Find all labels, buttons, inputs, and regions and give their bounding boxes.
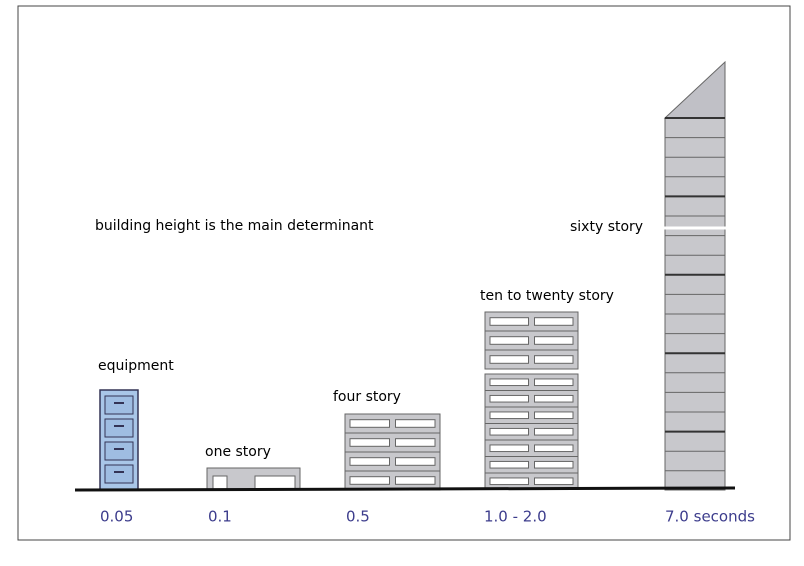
window: [534, 317, 574, 326]
window: [534, 444, 574, 453]
window: [534, 336, 574, 345]
window: [489, 411, 529, 420]
window: [349, 419, 390, 428]
window: [534, 477, 574, 486]
window: [489, 317, 529, 326]
roof: [663, 60, 726, 119]
window: [349, 476, 390, 485]
window: [489, 460, 529, 469]
window: [489, 394, 529, 403]
window: [489, 355, 529, 364]
window: [489, 336, 529, 345]
window: [534, 394, 574, 403]
building-label: equipment: [98, 358, 174, 374]
window: [534, 460, 574, 469]
window: [349, 438, 390, 447]
drawer: [104, 441, 134, 461]
main-caption: building height is the main determinant: [95, 218, 374, 234]
buildings: [99, 60, 730, 491]
sixty-story: [664, 117, 726, 491]
building-label: four story: [333, 389, 401, 405]
frame: [17, 5, 791, 541]
window: [534, 378, 574, 387]
building-label: one story: [205, 444, 271, 460]
window: [489, 427, 529, 436]
building-label: ten to twenty story: [480, 288, 614, 304]
drawer: [104, 464, 134, 484]
window: [489, 444, 529, 453]
window: [489, 477, 529, 486]
drawer: [104, 395, 134, 415]
window: [489, 378, 529, 387]
period-label: 7.0 seconds: [665, 508, 755, 526]
window: [534, 355, 574, 364]
window: [534, 411, 574, 420]
drawer: [104, 418, 134, 438]
window: [395, 438, 436, 447]
window: [395, 419, 436, 428]
building-label: sixty story: [570, 219, 643, 235]
period-label: 0.1: [208, 508, 232, 526]
window: [349, 457, 390, 466]
window: [534, 427, 574, 436]
period-label: 0.5: [346, 508, 370, 526]
window: [212, 475, 228, 491]
window: [395, 457, 436, 466]
window: [395, 476, 436, 485]
period-label: 1.0 - 2.0: [484, 508, 547, 526]
ground-line: [74, 486, 736, 492]
period-label: 0.05: [100, 508, 133, 526]
